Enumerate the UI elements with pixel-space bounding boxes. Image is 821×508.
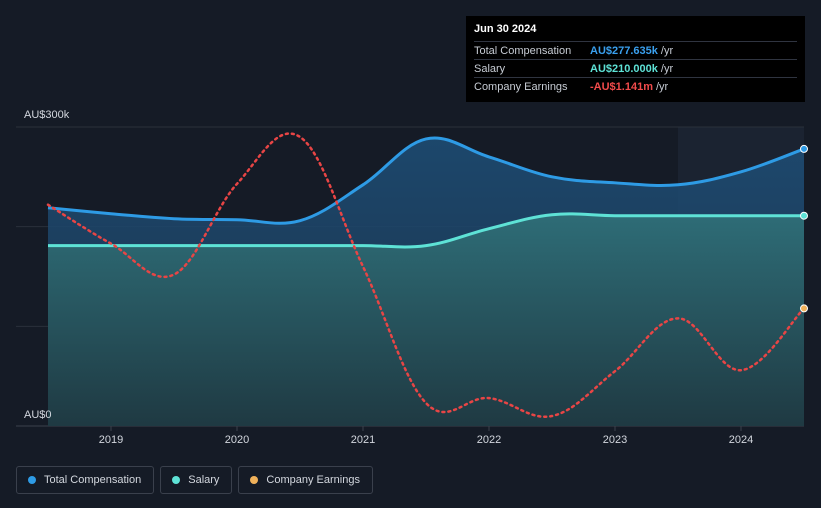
legend-dot-icon [250,476,259,484]
legend: Total Compensation Salary Company Earnin… [16,466,373,494]
x-tick-label: 2022 [477,434,501,446]
tooltip-value: AU$277.635k [590,44,658,57]
tooltip-value: AU$210.000k [590,62,658,75]
x-tick-label: 2023 [603,434,627,446]
y-axis-top-label: AU$300k [24,109,70,121]
company-earnings-line [46,132,806,419]
x-tick-label: 2020 [225,434,249,446]
tooltip-unit: /yr [660,44,674,57]
legend-dot-icon [28,476,36,484]
salary-line [47,212,804,249]
x-tick-label: 2021 [351,434,375,446]
legend-item-salary[interactable]: Salary [160,466,233,494]
total-compensation-line [47,136,805,225]
tooltip-label: Salary [474,62,506,75]
tooltip-unit: /yr [655,80,669,93]
tooltip-row-salary: Salary AU$210.000k /yr [474,59,797,77]
tooltip-date: Jun 30 2024 [474,23,537,35]
tooltip: Jun 30 2024 Total Compensation AU$277.63… [466,16,805,102]
earnings-end-marker [800,304,808,313]
legend-item-company-earnings[interactable]: Company Earnings [238,466,373,494]
legend-label: Salary [188,474,220,486]
legend-dot-icon [172,476,181,484]
tooltip-row-total: Total Compensation AU$277.635k /yr [474,41,797,59]
legend-label: Company Earnings [266,474,360,486]
tooltip-label: Company Earnings [474,80,568,93]
x-axis: 2019 2020 2021 2022 2023 2024 [99,426,753,446]
total-end-marker [800,144,808,153]
tooltip-value: -AU$1.141m [590,80,653,93]
end-markers [800,144,808,313]
salary-end-marker [800,211,808,220]
tooltip-unit: /yr [660,62,674,75]
y-axis-bottom-label: AU$0 [24,409,52,421]
tooltip-row-earnings: Company Earnings -AU$1.141m /yr [474,77,797,95]
salary-area [48,213,804,426]
legend-item-total-compensation[interactable]: Total Compensation [16,466,155,494]
x-tick-label: 2019 [99,434,123,446]
x-tick-label: 2024 [729,434,753,446]
legend-label: Total Compensation [44,474,142,486]
tooltip-label: Total Compensation [474,44,572,57]
